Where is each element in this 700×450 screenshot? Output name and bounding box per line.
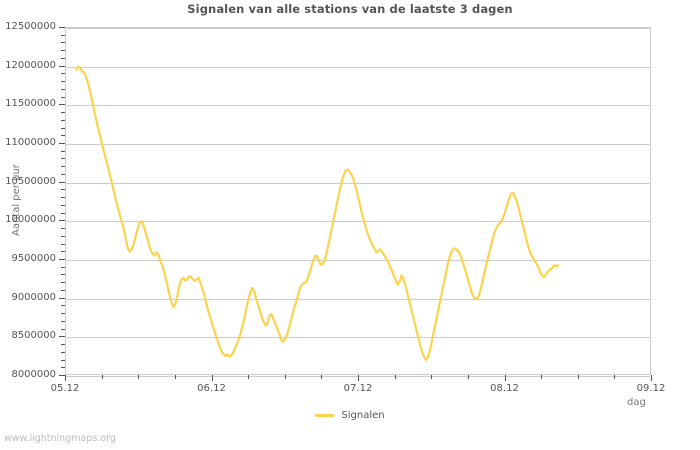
y-tick-major xyxy=(59,66,65,67)
gridline xyxy=(66,221,650,222)
y-tick-minor xyxy=(61,197,65,198)
y-tick-label: 12500000 xyxy=(5,21,56,32)
y-tick-minor xyxy=(61,189,65,190)
x-tick-label: 05.12 xyxy=(50,383,80,394)
gridline xyxy=(66,67,650,68)
x-tick-label: 08.12 xyxy=(490,383,519,394)
y-tick-label: 9500000 xyxy=(11,253,56,264)
y-tick-minor xyxy=(61,305,65,306)
x-tick-minor xyxy=(468,375,469,379)
y-tick-minor xyxy=(61,213,65,214)
legend-label[interactable]: Signalen xyxy=(341,410,385,421)
x-tick-minor xyxy=(321,375,322,379)
y-tick-minor xyxy=(61,35,65,36)
x-tick-minor xyxy=(248,375,249,379)
y-tick-minor xyxy=(61,135,65,136)
y-tick-minor xyxy=(61,344,65,345)
y-tick-minor xyxy=(61,81,65,82)
y-tick-minor xyxy=(61,321,65,322)
x-tick-minor xyxy=(175,375,176,379)
y-tick-minor xyxy=(61,267,65,268)
y-tick-minor xyxy=(61,352,65,353)
y-tick-minor xyxy=(61,112,65,113)
y-tick-minor xyxy=(61,42,65,43)
y-tick-minor xyxy=(61,244,65,245)
y-tick-major xyxy=(59,143,65,144)
x-tick-major xyxy=(651,375,652,381)
legend-swatch xyxy=(315,414,335,417)
y-tick-major xyxy=(59,375,65,376)
y-tick-minor xyxy=(61,158,65,159)
x-tick-major xyxy=(358,375,359,381)
y-tick-minor xyxy=(61,97,65,98)
y-tick-minor xyxy=(61,228,65,229)
y-tick-label: 8000000 xyxy=(11,369,56,380)
x-tick-label: 07.12 xyxy=(343,383,373,394)
gridline xyxy=(66,105,650,106)
y-tick-minor xyxy=(61,174,65,175)
x-tick-minor xyxy=(614,375,615,379)
watermark-text: www.lightningmaps.org xyxy=(4,433,116,444)
gridline xyxy=(66,28,650,29)
chart-title: Signalen van alle stations van de laatst… xyxy=(187,2,513,16)
gridline xyxy=(66,337,650,338)
y-tick-minor xyxy=(61,251,65,252)
chart-legend: Signalen xyxy=(0,410,700,421)
y-tick-minor xyxy=(61,73,65,74)
y-tick-label: 12000000 xyxy=(5,59,56,71)
x-tick-major xyxy=(505,375,506,381)
y-tick-label: 9000000 xyxy=(11,291,56,303)
x-tick-major xyxy=(65,375,66,381)
y-tick-minor xyxy=(61,367,65,368)
y-tick-minor xyxy=(61,236,65,237)
y-tick-major xyxy=(59,27,65,28)
y-tick-label: 11000000 xyxy=(5,137,56,148)
y-tick-label: 10000000 xyxy=(5,214,56,226)
y-tick-label: 8500000 xyxy=(11,330,56,342)
y-tick-major xyxy=(59,220,65,221)
x-tick-major xyxy=(212,375,213,381)
y-tick-major xyxy=(59,104,65,105)
y-tick-major xyxy=(59,298,65,299)
gridline xyxy=(66,299,650,300)
y-tick-minor xyxy=(61,360,65,361)
x-tick-minor xyxy=(541,375,542,379)
y-tick-major xyxy=(59,182,65,183)
x-tick-label: 06.12 xyxy=(197,383,226,394)
y-tick-minor xyxy=(61,58,65,59)
plot-area xyxy=(65,27,651,377)
y-tick-minor xyxy=(61,282,65,283)
y-tick-minor xyxy=(61,329,65,330)
y-tick-minor xyxy=(61,290,65,291)
series-line-signalen xyxy=(75,65,560,361)
x-tick-minor xyxy=(285,375,286,379)
y-tick-minor xyxy=(61,274,65,275)
y-tick-label: 11500000 xyxy=(5,98,56,110)
y-tick-major xyxy=(59,259,65,260)
y-tick-minor xyxy=(61,50,65,51)
y-tick-label: 10500000 xyxy=(5,175,56,187)
y-tick-minor xyxy=(61,120,65,121)
y-tick-minor xyxy=(61,205,65,206)
x-tick-minor xyxy=(578,375,579,379)
y-tick-minor xyxy=(61,89,65,90)
gridline xyxy=(66,183,650,184)
x-tick-minor xyxy=(102,375,103,379)
x-tick-minor xyxy=(395,375,396,379)
y-tick-minor xyxy=(61,151,65,152)
x-tick-minor xyxy=(138,375,139,379)
y-tick-minor xyxy=(61,128,65,129)
y-tick-minor xyxy=(61,166,65,167)
x-axis-title: dag xyxy=(627,397,646,408)
y-tick-minor xyxy=(61,313,65,314)
y-tick-major xyxy=(59,336,65,337)
x-tick-minor xyxy=(431,375,432,379)
x-tick-label: 09.12 xyxy=(636,383,666,394)
gridline xyxy=(66,144,650,145)
gridline xyxy=(66,260,650,261)
